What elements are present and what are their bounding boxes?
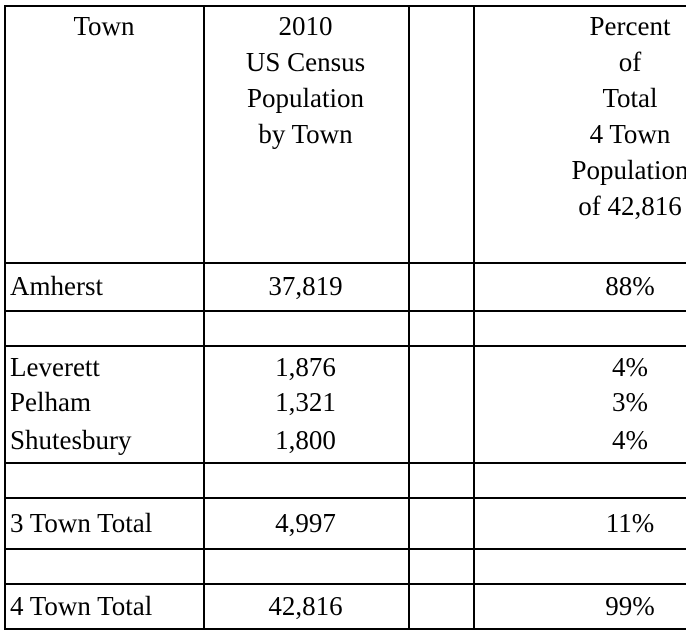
percent: 4% [612, 425, 648, 455]
town-name: Pelham [10, 387, 91, 417]
town-name: Amherst [10, 271, 103, 301]
population: 37,819 [268, 271, 343, 301]
population: 1,800 [275, 425, 336, 455]
column-border [203, 5, 205, 630]
header-population: Population [246, 83, 364, 113]
town-name: 3 Town Total [10, 508, 153, 538]
town-name: Shutesbury [10, 425, 132, 455]
row-border [4, 583, 686, 585]
town-name: Leverett [10, 352, 100, 382]
population: 1,876 [275, 352, 336, 382]
row-border [4, 345, 686, 347]
column-border [408, 5, 410, 630]
row-border [4, 5, 686, 7]
percent: 99% [605, 591, 655, 621]
percent: 11% [605, 508, 655, 538]
header-percent: of [618, 47, 642, 77]
header-percent: of 42,816 [578, 191, 682, 221]
percent: 4% [612, 352, 648, 382]
row-border [4, 262, 686, 264]
row-border [4, 628, 686, 630]
header-percent: Population [571, 155, 686, 185]
row-border [4, 310, 686, 312]
row-border [4, 548, 686, 550]
row-border [4, 462, 686, 464]
column-border [473, 5, 475, 630]
population: 42,816 [268, 591, 343, 621]
column-border [4, 5, 6, 630]
row-border [4, 497, 686, 499]
population: 1,321 [275, 387, 336, 417]
header-percent: Total [602, 83, 658, 113]
header-town: Town [73, 11, 135, 41]
town-name: 4 Town Total [10, 591, 153, 621]
header-percent: Percent [589, 11, 671, 41]
header-population: 2010 [278, 11, 333, 41]
percent: 88% [605, 271, 655, 301]
header-population: by Town [258, 119, 353, 149]
percent: 3% [612, 387, 648, 417]
population: 4,997 [275, 508, 336, 538]
header-percent: 4 Town [589, 119, 671, 149]
header-population: US Census [245, 47, 366, 77]
